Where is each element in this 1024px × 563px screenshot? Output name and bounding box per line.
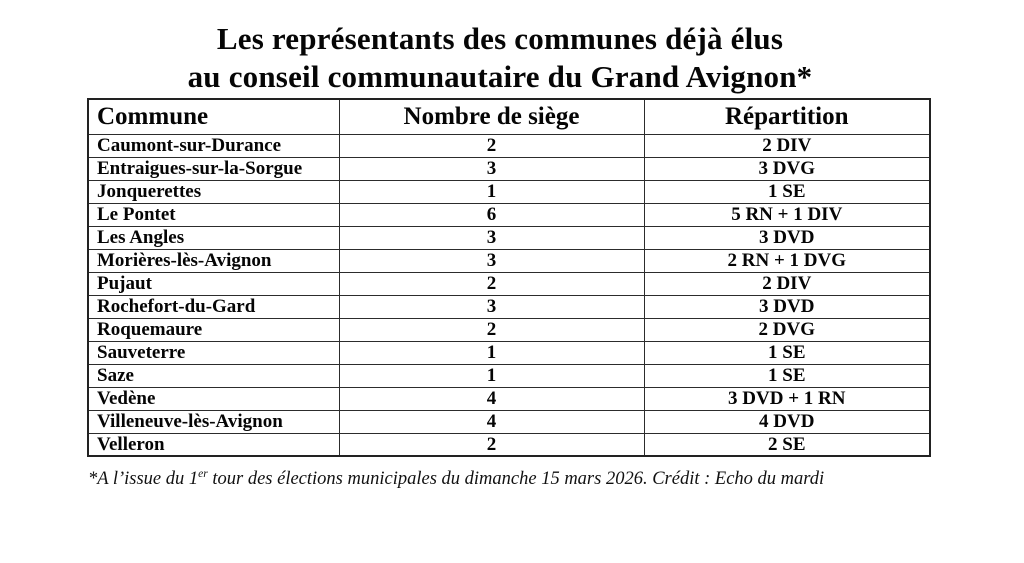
commune-cell: Les Angles [87,225,340,250]
table-row: Vedène 4 3 DVD + 1 RN [87,386,931,411]
sieges-cell: 1 [338,340,645,365]
repartition-cell: 3 DVG [643,156,931,181]
table-row: Morières-lès-Avignon 3 2 RN + 1 DVG [87,248,931,273]
footnote-text-end: tour des élections municipales du dimanc… [207,469,825,489]
table-header-row: Commune Nombre de siège Répartition [87,98,931,135]
table-row: Velleron 2 2 SE [87,432,931,457]
table-body: Caumont-sur-Durance 2 2 DIV Entraigues-sur-… [87,133,931,457]
table-row: Sauveterre 1 1 SE [87,340,931,365]
sieges-cell: 4 [338,386,645,411]
footnote-text-start: *A l’issue du 1 [88,469,199,489]
table-row: Les Angles 3 3 DVD [87,225,931,250]
sieges-cell: 1 [338,363,645,388]
commune-cell: Caumont-sur-Durance [87,133,340,158]
repartition-cell: 3 DVD + 1 RN [643,386,931,411]
repartition-cell: 2 DIV [643,271,931,296]
sieges-cell: 4 [338,409,645,434]
table-row: Entraigues-sur-la-Sorgue 3 3 DVG [87,156,931,181]
repartition-cell: 2 SE [643,432,931,457]
sieges-cell: 6 [338,202,645,227]
commune-cell: Sauveterre [87,340,340,365]
repartition-cell: 2 DIV [643,133,931,158]
commune-cell: Vedène [87,386,340,411]
commune-cell: Jonquerettes [87,179,340,204]
table-row: Caumont-sur-Durance 2 2 DIV [87,133,931,158]
sieges-cell: 3 [338,225,645,250]
sieges-cell: 3 [338,294,645,319]
commune-cell: Pujaut [87,271,340,296]
table-row: Saze 1 1 SE [87,363,931,388]
commune-cell: Rochefort-du-Gard [87,294,340,319]
communes-table: Commune Nombre de siège Répartition Caum… [87,98,931,457]
footnote: *A l’issue du 1er tour des élections mun… [88,467,948,491]
sieges-cell: 3 [338,156,645,181]
sieges-cell: 1 [338,179,645,204]
repartition-cell: 4 DVD [643,409,931,434]
repartition-cell: 2 RN + 1 DVG [643,248,931,273]
repartition-cell: 5 RN + 1 DIV [643,202,931,227]
table-row: Le Pontet 6 5 RN + 1 DIV [87,202,931,227]
repartition-cell: 1 SE [643,179,931,204]
commune-cell: Entraigues-sur-la-Sorgue [87,156,340,181]
column-header-sieges: Nombre de siège [338,98,645,135]
commune-cell: Saze [87,363,340,388]
page-title: Les représentants des communes déjà élus… [70,20,930,96]
table-row: Pujaut 2 2 DIV [87,271,931,296]
footnote-superscript: er [198,467,208,480]
sieges-cell: 2 [338,317,645,342]
table-row: Rochefort-du-Gard 3 3 DVD [87,294,931,319]
sieges-cell: 2 [338,432,645,457]
page-title-line1: Les représentants des communes déjà élus [216,21,784,56]
sieges-cell: 2 [338,133,645,158]
repartition-cell: 2 DVG [643,317,931,342]
commune-cell: Velleron [87,432,340,457]
commune-cell: Roquemaure [87,317,340,342]
sieges-cell: 3 [338,248,645,273]
table-row: Villeneuve-lès-Avignon 4 4 DVD [87,409,931,434]
repartition-cell: 3 DVD [643,225,931,250]
repartition-cell: 1 SE [643,340,931,365]
page-title-line2: au conseil communautaire du Grand Avigno… [187,59,813,94]
repartition-cell: 1 SE [643,363,931,388]
table-row: Jonquerettes 1 1 SE [87,179,931,204]
column-header-commune: Commune [87,98,340,135]
commune-cell: Le Pontet [87,202,340,227]
repartition-cell: 3 DVD [643,294,931,319]
commune-cell: Morières-lès-Avignon [87,248,340,273]
column-header-repartition: Répartition [643,98,931,135]
commune-cell: Villeneuve-lès-Avignon [87,409,340,434]
table-row: Roquemaure 2 2 DVG [87,317,931,342]
sieges-cell: 2 [338,271,645,296]
